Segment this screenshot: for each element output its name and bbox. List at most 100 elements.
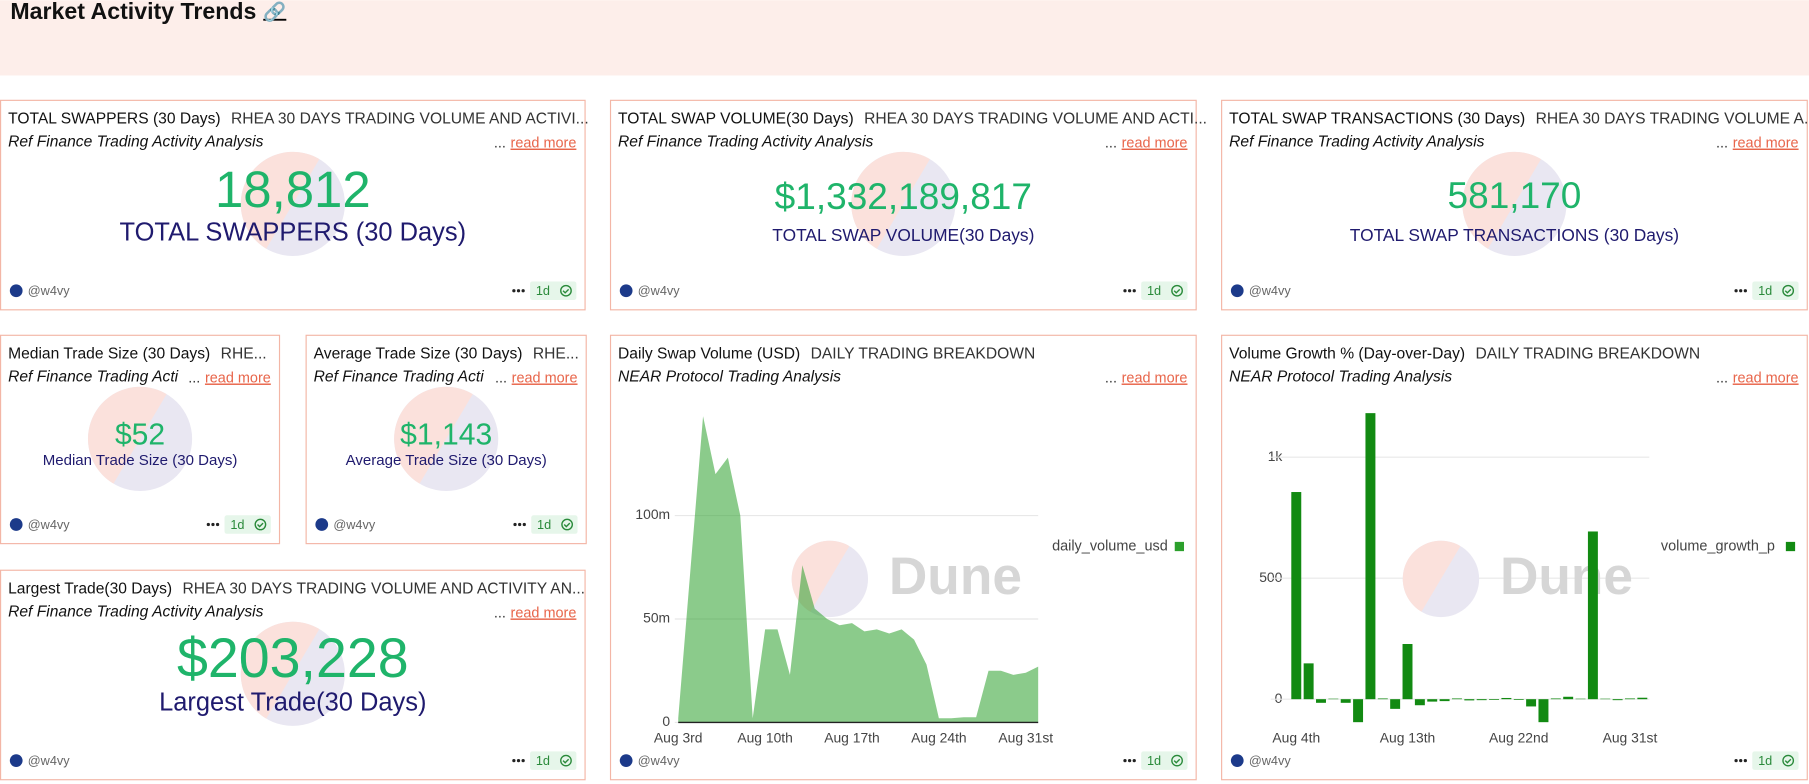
check-icon: [561, 518, 574, 531]
header-band: [0, 0, 1809, 76]
bar: [1637, 697, 1648, 700]
author[interactable]: @w4vy: [638, 753, 681, 768]
query-name: RHEA 30 DAYS TRADING VOLUME A...: [1536, 111, 1809, 128]
check-mark: [563, 522, 571, 528]
query-name: RHEA 30 DAYS TRADING VOLUME AND ACTIVI..…: [231, 111, 589, 128]
read-more[interactable]: read more: [512, 371, 578, 387]
widget-title: TOTAL SWAP TRANSACTIONS (30 Days): [1229, 111, 1525, 128]
avatar: [9, 518, 23, 531]
menu-dot: [1739, 759, 1743, 763]
link-icon[interactable]: 🔗: [263, 0, 286, 23]
bar: [1303, 663, 1314, 700]
avatar: [1230, 754, 1244, 767]
author[interactable]: @w4vy: [28, 517, 71, 532]
bar: [1402, 644, 1413, 700]
read-more[interactable]: read more: [205, 371, 271, 387]
menu-dot: [1123, 759, 1127, 763]
author[interactable]: @w4vy: [333, 517, 376, 532]
widget-title: Volume Growth % (Day-over-Day): [1229, 346, 1465, 363]
menu-dot: [1132, 759, 1136, 763]
avatar: [619, 284, 633, 298]
query-name: DAILY TRADING BREAKDOWN: [811, 346, 1036, 363]
query-name: RHE...: [221, 346, 267, 363]
refresh: 1d: [1758, 283, 1772, 298]
bar: [1624, 698, 1635, 700]
check-mark: [562, 288, 570, 294]
bar: [1439, 699, 1450, 702]
author[interactable]: @w4vy: [1249, 283, 1292, 298]
refresh: 1d: [230, 517, 244, 532]
refresh: 1d: [537, 517, 551, 532]
ellipsis: ...: [1105, 371, 1117, 387]
bar: [1353, 699, 1364, 723]
check-icon: [1171, 284, 1183, 297]
query-name: RHEA 30 DAYS TRADING VOLUME AND ACTIVITY…: [183, 580, 586, 597]
widget-description: Ref Finance Trading Acti: [8, 369, 179, 386]
x-tick-label: Aug 13th: [1380, 729, 1436, 745]
bar: [1464, 699, 1475, 701]
y-tick-label: 500: [1259, 569, 1282, 585]
read-more[interactable]: read more: [511, 136, 577, 152]
author[interactable]: @w4vy: [28, 753, 71, 768]
legend-label: volume_growth_p: [1661, 538, 1775, 554]
read-more[interactable]: read more: [1733, 371, 1799, 387]
ellipsis: ...: [1716, 371, 1728, 387]
menu-dot: [521, 759, 525, 763]
widget-description: Ref Finance Trading Activity Analysis: [8, 604, 264, 621]
bar: [1365, 413, 1376, 700]
x-tick-label: Aug 24th: [911, 729, 967, 745]
avatar: [9, 284, 23, 298]
menu-dot: [1123, 289, 1127, 293]
author[interactable]: @w4vy: [638, 283, 681, 298]
menu-dot: [1734, 289, 1738, 293]
widget-title: Largest Trade(30 Days): [8, 580, 172, 597]
read-more[interactable]: read more: [1122, 371, 1188, 387]
ellipsis: ...: [494, 136, 506, 152]
y-tick-label: 0: [662, 713, 670, 729]
query-name: DAILY TRADING BREAKDOWN: [1476, 346, 1701, 363]
widget-title: TOTAL SWAP VOLUME(30 Days): [618, 111, 854, 128]
logo-top: [394, 386, 473, 484]
menu-dot: [522, 522, 526, 527]
check-icon: [1782, 284, 1795, 297]
widget-description: Ref Finance Trading Activity Analysis: [618, 134, 874, 151]
watermark: Dune: [1500, 547, 1633, 606]
query-name: RHEA 30 DAYS TRADING VOLUME AND ACTI...: [864, 111, 1207, 128]
menu-dot: [206, 522, 210, 527]
widget-title: Average Trade Size (30 Days): [314, 346, 523, 363]
bar: [1451, 698, 1462, 700]
menu-dot: [1739, 289, 1743, 293]
check-icon: [254, 518, 267, 531]
widget-description: Ref Finance Trading Activity Analysis: [1229, 134, 1485, 151]
x-tick-label: Aug 31st: [1603, 729, 1658, 745]
refresh: 1d: [536, 283, 550, 298]
x-tick-label: Aug 4th: [1272, 729, 1320, 745]
x-tick-label: Aug 17th: [824, 729, 880, 745]
bar: [1390, 699, 1401, 709]
read-more[interactable]: read more: [1733, 136, 1799, 152]
bar: [1476, 699, 1487, 701]
author[interactable]: @w4vy: [28, 283, 71, 298]
author[interactable]: @w4vy: [1249, 753, 1292, 768]
logo-top: [87, 386, 167, 484]
bar: [1513, 699, 1524, 700]
read-more[interactable]: read more: [511, 605, 577, 621]
menu-dot: [1743, 289, 1747, 293]
menu-dot: [516, 759, 521, 763]
widget-card: [1221, 334, 1808, 781]
read-more[interactable]: read more: [1122, 136, 1188, 152]
menu-dot: [215, 522, 220, 527]
logo-top: [240, 151, 320, 249]
bar: [1340, 699, 1351, 703]
query-name: RHE...: [533, 346, 579, 363]
bar: [1501, 697, 1512, 700]
menu-dot: [211, 522, 215, 527]
counter-label: TOTAL SWAPPERS (30 Days): [120, 219, 467, 247]
y-tick-label: 50m: [643, 610, 670, 626]
bar: [1414, 699, 1425, 706]
bar: [1612, 699, 1623, 701]
refresh: 1d: [1147, 283, 1161, 298]
menu-dot: [512, 289, 516, 293]
bar: [1587, 531, 1598, 700]
